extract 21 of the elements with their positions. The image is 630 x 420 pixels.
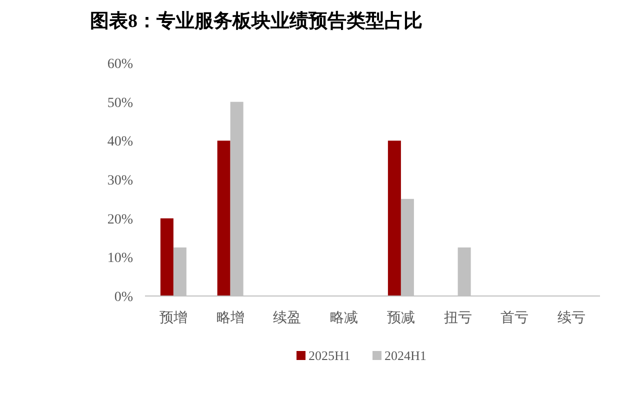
y-tick-label: 30% [107,174,134,188]
chart-title: 图表8：专业服务板块业绩预告类型占比 [90,10,422,32]
x-tick-label: 预减 [386,310,415,326]
y-tick-label: 10% [107,251,134,266]
y-tick-label: 40% [107,134,134,150]
y-tick-label: 0% [114,290,134,305]
x-tick-label: 预增 [159,310,188,326]
bar [217,140,230,296]
x-tick-label: 扭亏 [444,310,472,326]
x-tick-label: 首亏 [500,310,529,326]
x-tick-label: 续亏 [558,310,586,326]
x-tick-label: 续盈 [273,310,302,326]
bar [160,218,174,296]
y-tick-label: 60% [107,57,134,72]
y-tick-label: 50% [107,96,134,111]
x-tick-label: 略减 [330,310,358,326]
legend-label: 2024H1 [384,348,426,363]
y-tick-label: 20% [107,212,134,228]
bar [388,140,401,296]
legend-label: 2025H1 [308,348,350,363]
x-tick-label: 略增 [216,310,244,326]
